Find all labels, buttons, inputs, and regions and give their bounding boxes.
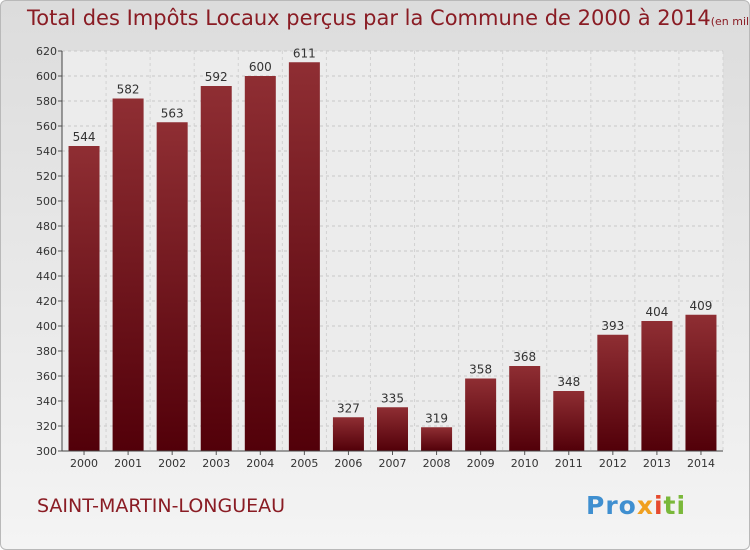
data-label: 335 — [381, 391, 404, 405]
bar — [112, 98, 144, 451]
x-tick-label: 2003 — [202, 457, 230, 470]
y-tick-label: 380 — [36, 345, 57, 358]
bar — [156, 122, 188, 451]
logo-part: x — [636, 491, 654, 520]
bar — [377, 407, 408, 451]
data-label: 592 — [205, 70, 228, 84]
data-label: 319 — [425, 411, 448, 425]
x-tick-label: 2006 — [334, 457, 362, 470]
data-label: 368 — [513, 350, 536, 364]
y-tick-label: 320 — [36, 420, 57, 433]
x-tick-label: 2002 — [158, 457, 186, 470]
x-tick-label: 2005 — [290, 457, 318, 470]
data-label: 348 — [557, 375, 580, 389]
y-tick-label: 360 — [36, 370, 57, 383]
data-label: 358 — [469, 363, 492, 377]
y-tick-label: 580 — [36, 95, 57, 108]
bar — [509, 366, 541, 451]
bar — [465, 378, 497, 451]
logo-part: i — [653, 491, 664, 520]
bar — [244, 76, 276, 451]
bar — [553, 391, 585, 451]
y-tick-label: 400 — [36, 320, 57, 333]
bar — [68, 146, 100, 451]
commune-name: SAINT-MARTIN-LONGUEAU — [37, 495, 286, 517]
bar — [288, 62, 320, 451]
proxiti-logo: Proxiti — [586, 491, 686, 520]
x-tick-label: 2010 — [511, 457, 539, 470]
logo-part: ti — [663, 491, 687, 520]
bar — [685, 314, 717, 451]
x-tick-label: 2011 — [555, 457, 583, 470]
logo-part: Pro — [586, 491, 637, 520]
x-tick-label: 2007 — [379, 457, 407, 470]
y-tick-label: 460 — [36, 245, 57, 258]
y-tick-label: 440 — [36, 270, 57, 283]
y-tick-label: 620 — [36, 45, 57, 58]
chart-title: Total des Impôts Locaux perçus par la Co… — [27, 6, 750, 30]
data-label: 544 — [73, 130, 96, 144]
chart-title-unit: (en milliers d'€) — [710, 15, 750, 28]
y-tick-label: 520 — [36, 170, 57, 183]
y-tick-label: 560 — [36, 120, 57, 133]
x-tick-label: 2000 — [70, 457, 98, 470]
x-tick-label: 2004 — [246, 457, 274, 470]
chart-title-text: Total des Impôts Locaux perçus par la Co… — [27, 6, 711, 30]
x-tick-label: 2013 — [643, 457, 671, 470]
data-label: 600 — [249, 60, 272, 74]
y-tick-label: 480 — [36, 220, 57, 233]
data-label: 582 — [117, 83, 140, 97]
data-label: 327 — [337, 401, 360, 415]
y-tick-label: 600 — [36, 70, 57, 83]
data-label: 563 — [161, 106, 184, 120]
x-tick-label: 2009 — [467, 457, 495, 470]
data-label: 404 — [645, 305, 668, 319]
y-tick-label: 340 — [36, 395, 57, 408]
data-label: 393 — [601, 319, 624, 333]
y-tick-label: 300 — [36, 445, 57, 458]
bar — [421, 427, 453, 451]
bar — [200, 86, 232, 451]
data-label: 409 — [690, 299, 713, 313]
y-tick-label: 540 — [36, 145, 57, 158]
bar — [332, 417, 364, 451]
data-label: 611 — [293, 46, 316, 60]
x-tick-label: 2001 — [114, 457, 142, 470]
x-tick-label: 2012 — [599, 457, 627, 470]
bar — [641, 321, 673, 451]
x-tick-label: 2008 — [423, 457, 451, 470]
x-tick-label: 2014 — [687, 457, 715, 470]
y-tick-label: 420 — [36, 295, 57, 308]
bar — [597, 334, 629, 451]
y-tick-label: 500 — [36, 195, 57, 208]
